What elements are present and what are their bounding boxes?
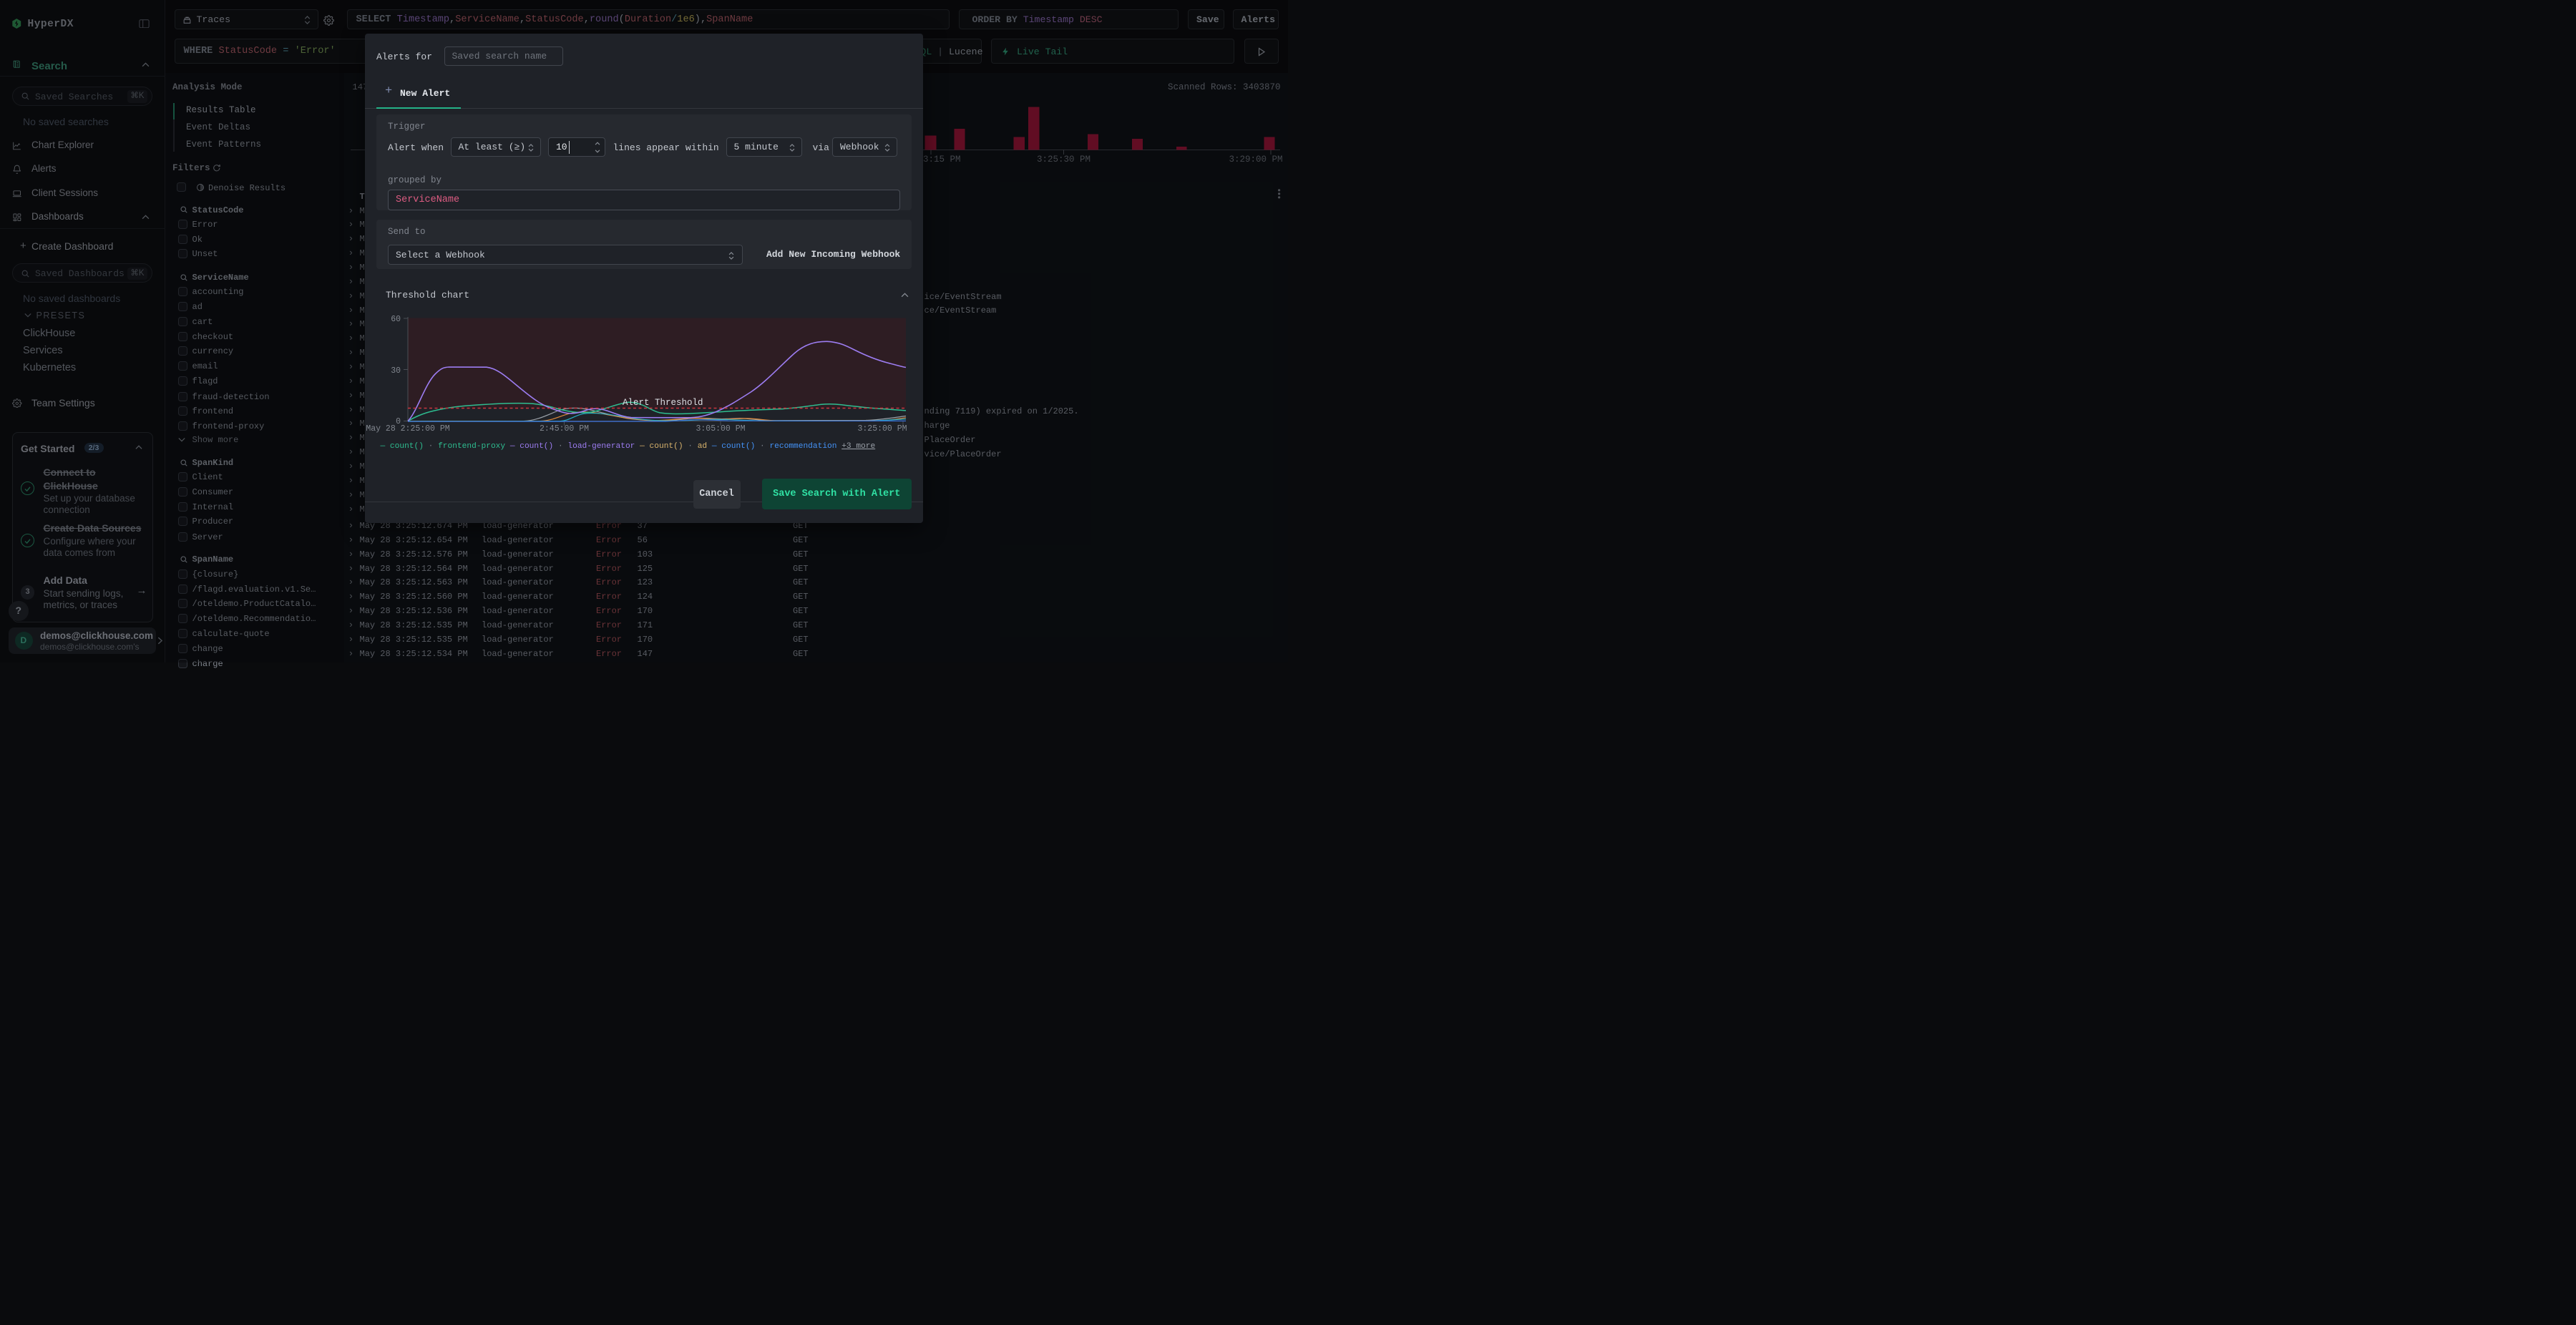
svg-text:Alert Threshold: Alert Threshold	[623, 398, 703, 408]
svg-text:May 28 2:25:00 PM: May 28 2:25:00 PM	[366, 424, 449, 434]
svg-text:3:25:00 PM: 3:25:00 PM	[857, 424, 907, 434]
svg-text:3:29:00 PM: 3:29:00 PM	[1229, 155, 1282, 165]
svg-text:2:45:00 PM: 2:45:00 PM	[540, 424, 589, 434]
svg-text:3:15 PM: 3:15 PM	[923, 155, 961, 165]
svg-text:3:25:30 PM: 3:25:30 PM	[1037, 155, 1091, 165]
svg-text:3:05:00 PM: 3:05:00 PM	[696, 424, 745, 434]
svg-text:60: 60	[391, 315, 401, 324]
svg-text:30: 30	[391, 366, 401, 376]
svg-text:0: 0	[396, 417, 401, 426]
